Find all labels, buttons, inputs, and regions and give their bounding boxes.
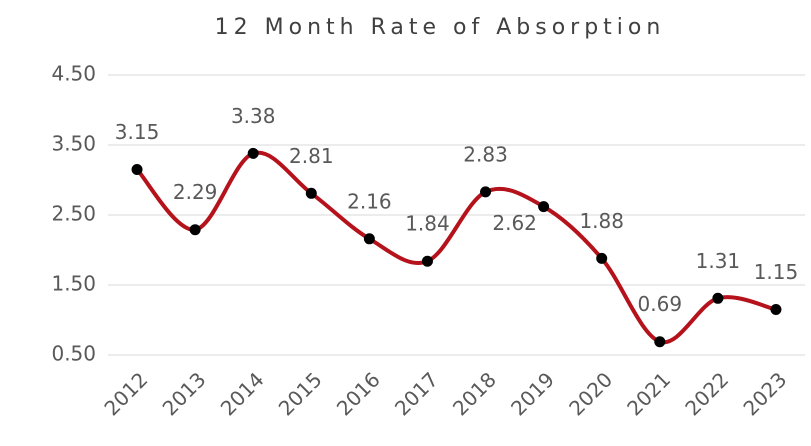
marker — [247, 147, 259, 159]
data-label: 2.83 — [463, 142, 508, 166]
x-tick-label: 2016 — [332, 367, 385, 420]
marker — [131, 164, 143, 175]
data-label: 2.16 — [347, 189, 392, 213]
x-tick-label: 2019 — [506, 367, 559, 420]
marker — [421, 255, 433, 267]
y-tick-label: 4.50 — [51, 62, 96, 86]
marker — [596, 252, 608, 264]
marker — [480, 186, 492, 198]
data-label: 1.15 — [754, 260, 799, 284]
y-tick-label: 1.50 — [51, 272, 96, 296]
marker — [654, 336, 666, 348]
marker — [538, 201, 550, 213]
marker — [770, 304, 782, 315]
marker — [712, 292, 724, 304]
x-tick-label: 2022 — [680, 367, 733, 420]
data-label: 0.69 — [638, 292, 683, 316]
x-tick-label: 2012 — [99, 367, 152, 420]
marker — [305, 187, 317, 199]
data-label: 1.88 — [579, 209, 624, 233]
x-tick-label: 2014 — [216, 367, 269, 420]
data-label: 2.29 — [173, 180, 218, 204]
data-label: 2.62 — [492, 211, 537, 235]
x-tick-label: 2020 — [564, 367, 617, 420]
data-label: 3.38 — [231, 104, 276, 128]
x-tick-label: 2023 — [738, 367, 791, 420]
x-tick-label: 2017 — [390, 367, 443, 420]
chart-title: 12 Month Rate of Absorption — [215, 15, 666, 40]
x-tick-label: 2018 — [448, 367, 501, 420]
x-tick-label: 2015 — [274, 367, 327, 420]
marker — [189, 224, 201, 236]
data-label: 1.84 — [405, 212, 450, 236]
y-tick-label: 3.50 — [51, 132, 96, 156]
y-tick-label: 2.50 — [51, 202, 96, 226]
marker — [363, 233, 375, 245]
data-label: 2.81 — [289, 144, 334, 168]
x-tick-label: 2013 — [158, 367, 211, 420]
x-tick-label: 2021 — [622, 367, 675, 420]
data-label: 1.31 — [696, 249, 741, 273]
y-tick-label: 0.50 — [51, 342, 96, 366]
data-label: 3.15 — [115, 120, 160, 144]
